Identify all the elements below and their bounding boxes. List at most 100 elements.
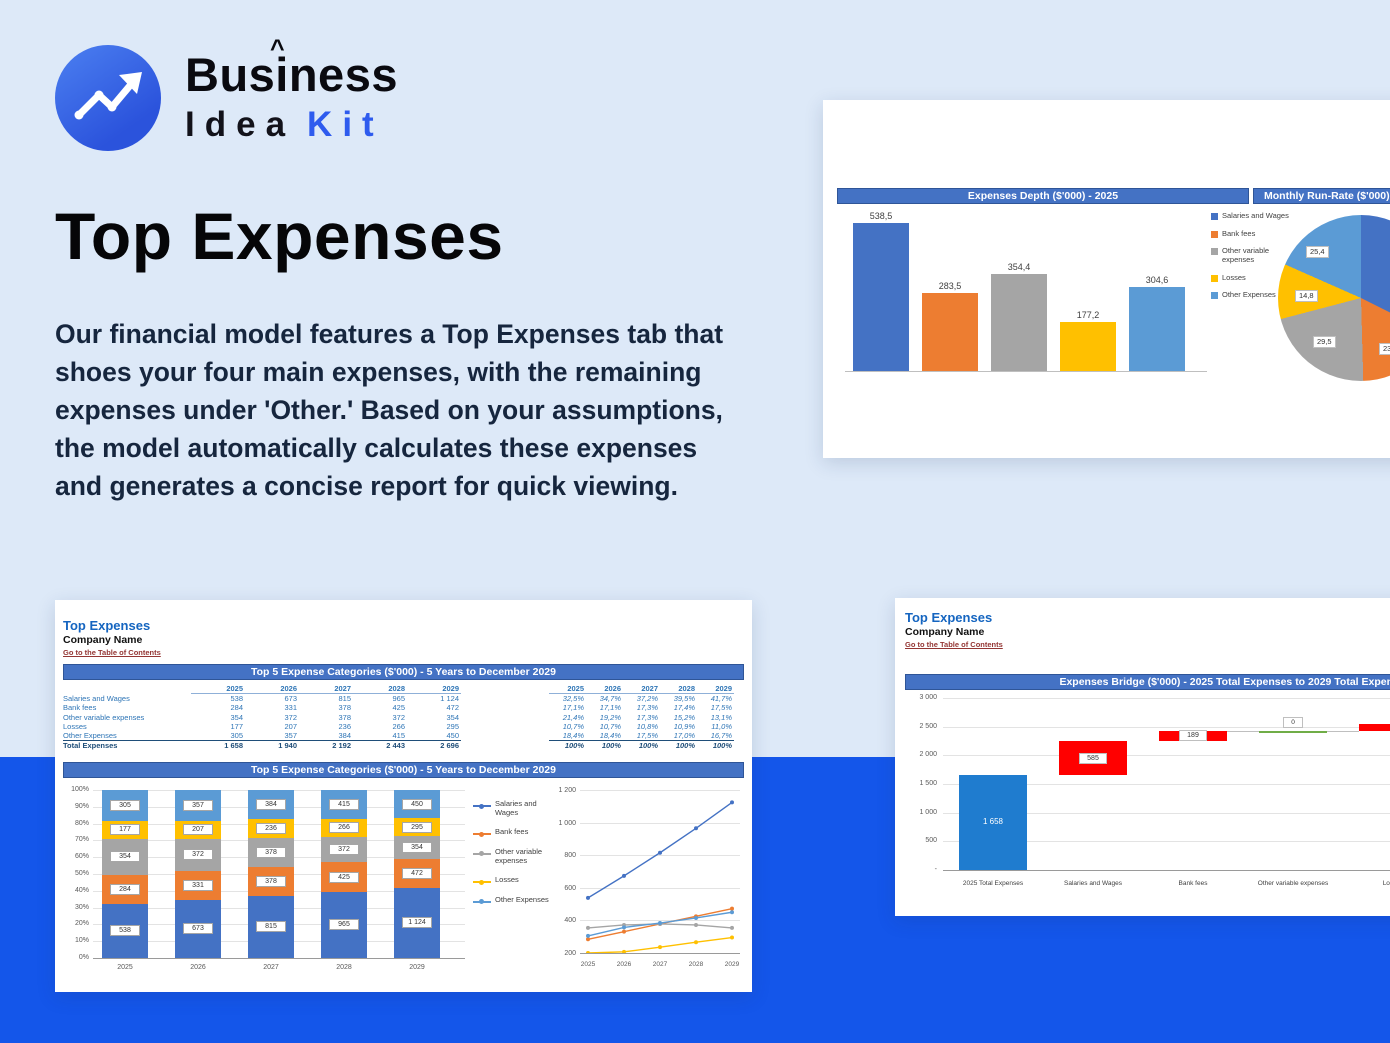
table-cell <box>461 703 549 712</box>
legend-label: Other variable expenses <box>495 846 543 865</box>
y-tick-label: 100% <box>71 786 89 793</box>
top5-chart-legend: Salaries and Wages Bank fees Other variabl… <box>473 799 551 905</box>
table-cell: 1 124 <box>440 694 459 704</box>
legend-item: Bank fees <box>1211 229 1291 239</box>
table-cell: 100% <box>586 740 623 750</box>
y-tick-label: 40% <box>74 886 89 894</box>
table-cell <box>461 713 549 722</box>
table-cell: 10,7% <box>599 721 621 731</box>
gridline <box>943 698 1390 699</box>
y-tick-label: 200 <box>564 950 576 957</box>
segment-value-label: 357 <box>183 799 213 811</box>
table-cell: 357 <box>284 731 297 741</box>
table-cell: 10,7% <box>562 721 584 731</box>
table-cell: 384 <box>338 731 351 741</box>
legend-label: Other Expenses <box>1222 290 1276 300</box>
legend-label: Salaries and Wages <box>495 799 537 817</box>
pie-slice-label: 25,4 <box>1306 246 1329 258</box>
table-cell: 354 <box>446 712 459 722</box>
table-cell: 2 192 <box>299 740 353 750</box>
table-cell: 2 443 <box>353 740 407 750</box>
table-cell: 2028 <box>660 684 697 695</box>
table-cell: 2027 <box>299 684 353 695</box>
screenshot-top5-categories: Top Expenses Company Name Go to the Tabl… <box>55 600 752 992</box>
table-cell: 538 <box>230 694 243 704</box>
brand-name-line1: Business ^ <box>185 37 398 99</box>
x-tick-label: 2029 <box>409 964 425 971</box>
table-cell: 11,0% <box>711 721 732 731</box>
table-cell: 17,0% <box>673 731 695 741</box>
segment-value-label: 354 <box>402 841 432 853</box>
gridline <box>580 790 740 791</box>
table-cell <box>461 694 549 703</box>
table-cell: 100% <box>549 740 586 750</box>
x-tick-label: 2028 <box>688 961 704 968</box>
legend-item: Salaries and Wages <box>473 799 551 817</box>
segment-value-label: 815 <box>256 921 286 933</box>
table-cell: 305 <box>230 731 243 741</box>
line-marker <box>586 895 590 900</box>
legend-line-swatch <box>473 899 491 905</box>
y-tick-label: 2 500 <box>919 722 937 730</box>
bar-value-label: 177,2 <box>1076 310 1100 321</box>
table-cell: 207 <box>284 721 297 731</box>
x-axis-line <box>845 371 1207 372</box>
segment-value-label: 1 124 <box>402 917 432 929</box>
x-tick-label: Bank fees <box>1178 880 1208 887</box>
y-tick-label: 20% <box>74 920 89 928</box>
toc-link[interactable]: Go to the Table of Contents <box>63 648 161 657</box>
y-tick-label: 500 <box>925 837 937 845</box>
legend-marker <box>479 831 484 837</box>
legend-swatch <box>1211 213 1218 220</box>
page-description: Our financial model features a Top Expen… <box>55 319 724 501</box>
bar <box>922 293 978 371</box>
table-cell: 425 <box>392 703 405 713</box>
line-plot <box>580 790 740 954</box>
page-title: Top Expenses <box>55 199 504 273</box>
segment-value-label: 472 <box>402 867 432 879</box>
segment-value-label: 177 <box>110 824 140 836</box>
line-marker <box>586 937 590 942</box>
y-tick-label: 1 200 <box>558 787 576 794</box>
table-cell: Other Expenses <box>63 731 117 741</box>
table-cell: 331 <box>284 703 297 713</box>
pie-slice-label: 23,7 <box>1379 343 1390 355</box>
table-cell: 378 <box>338 712 351 722</box>
sheet-title: Top Expenses <box>63 618 151 633</box>
legend-line-swatch <box>473 879 491 885</box>
chart-header-expenses-depth: Expenses Depth ($'000) - 2025 <box>837 188 1249 204</box>
x-tick-label: 2027 <box>652 961 668 968</box>
gridline <box>943 812 1390 814</box>
table-cell: 39,5% <box>673 694 695 704</box>
gridline <box>580 822 740 824</box>
x-tick-label: Salaries and Wages <box>1064 880 1122 887</box>
y-tick-label: 10% <box>74 937 89 945</box>
company-name: Company Name <box>63 634 143 646</box>
gridline <box>580 887 740 889</box>
table-cell: 17,5% <box>636 731 658 741</box>
table-cell: 415 <box>392 731 405 741</box>
x-tick-label: 2028 <box>336 964 352 971</box>
toc-link[interactable]: Go to the Table of Contents <box>905 640 1003 649</box>
segment-value-label: 372 <box>183 849 213 861</box>
table-cell: 21,4% <box>562 712 584 722</box>
table-cell: 100% <box>623 740 660 750</box>
segment-value-label: 538 <box>110 925 140 937</box>
company-name: Company Name <box>905 626 985 638</box>
line-marker <box>694 826 698 831</box>
line-series <box>587 801 733 899</box>
legend-item: Other Expenses <box>473 895 551 905</box>
bar <box>991 273 1047 371</box>
line-marker <box>694 922 698 927</box>
table-cell <box>461 722 549 731</box>
table-header-top5: Top 5 Expense Categories ($'000) - 5 Yea… <box>63 664 744 680</box>
top5-expense-table: 2025 2026 2027 2028 2029 2025 2026 2027 2028 2029… <box>63 684 744 750</box>
legend-line-swatch <box>473 803 491 809</box>
segment-value-label: 284 <box>110 883 140 895</box>
y-tick-label: 90% <box>74 802 89 810</box>
segment-value-label: 266 <box>329 822 359 834</box>
x-tick-label: 2025 Total Expenses <box>962 880 1024 887</box>
expenses-bridge-waterfall-chart: 1 658 585 189 0 3 000 2 500 2 000 1 500 1 000 500… <box>905 694 1390 906</box>
table-cell: Bank fees <box>63 703 97 713</box>
segment-value-label: 207 <box>183 824 213 836</box>
